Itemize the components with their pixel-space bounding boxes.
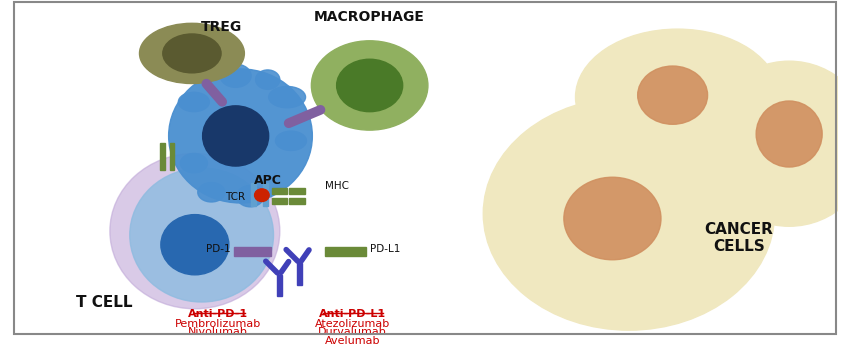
FancyArrowPatch shape	[266, 261, 277, 273]
Text: CANCER
CELLS: CANCER CELLS	[705, 222, 774, 254]
Bar	[160, 143, 165, 170]
Ellipse shape	[161, 215, 229, 275]
Bar	[325, 247, 366, 256]
Ellipse shape	[178, 92, 209, 112]
Text: PD-L1: PD-L1	[370, 244, 400, 254]
Ellipse shape	[163, 34, 221, 73]
Ellipse shape	[484, 97, 774, 330]
Ellipse shape	[130, 168, 274, 302]
Ellipse shape	[168, 69, 312, 203]
FancyArrowPatch shape	[301, 250, 309, 261]
Text: TREG: TREG	[201, 20, 241, 34]
Bar	[289, 198, 304, 204]
Bar	[271, 198, 287, 204]
Bar	[289, 188, 304, 194]
Ellipse shape	[564, 177, 661, 260]
Ellipse shape	[269, 86, 305, 108]
Ellipse shape	[220, 64, 251, 88]
Text: Anti-PD-L1: Anti-PD-L1	[319, 309, 386, 319]
Bar	[170, 143, 174, 170]
Text: TCR: TCR	[225, 192, 246, 202]
Text: Anti-PD-1: Anti-PD-1	[188, 309, 248, 319]
Ellipse shape	[638, 66, 707, 124]
Ellipse shape	[575, 29, 779, 165]
Bar	[234, 247, 270, 256]
Bar	[251, 183, 256, 206]
Text: APC: APC	[254, 174, 281, 187]
Bar	[263, 183, 268, 206]
FancyArrowPatch shape	[289, 110, 320, 123]
Ellipse shape	[275, 131, 307, 151]
Ellipse shape	[337, 59, 403, 112]
Text: Pembrolizumab: Pembrolizumab	[175, 319, 261, 328]
Ellipse shape	[110, 153, 280, 309]
Bar	[271, 188, 287, 194]
Ellipse shape	[236, 185, 264, 207]
Text: MHC: MHC	[325, 181, 349, 191]
Ellipse shape	[139, 23, 245, 83]
Ellipse shape	[311, 41, 428, 130]
Bar	[277, 275, 281, 296]
FancyArrowPatch shape	[286, 249, 298, 261]
Text: T CELL: T CELL	[76, 295, 133, 310]
Ellipse shape	[256, 70, 280, 89]
Text: Nivolumab: Nivolumab	[188, 327, 248, 337]
Text: Durvalumab: Durvalumab	[318, 327, 387, 337]
Ellipse shape	[198, 183, 225, 202]
Ellipse shape	[180, 153, 207, 173]
Text: PD-1: PD-1	[207, 244, 231, 254]
Ellipse shape	[254, 189, 269, 201]
Text: Avelumab: Avelumab	[325, 336, 380, 346]
FancyArrowPatch shape	[281, 262, 289, 273]
Text: MACROPHAGE: MACROPHAGE	[314, 10, 425, 25]
Ellipse shape	[756, 101, 822, 167]
Text: Atezolizumab: Atezolizumab	[314, 319, 390, 328]
Bar	[298, 263, 302, 284]
Ellipse shape	[202, 106, 269, 166]
FancyArrowPatch shape	[207, 84, 222, 102]
Ellipse shape	[706, 61, 850, 226]
